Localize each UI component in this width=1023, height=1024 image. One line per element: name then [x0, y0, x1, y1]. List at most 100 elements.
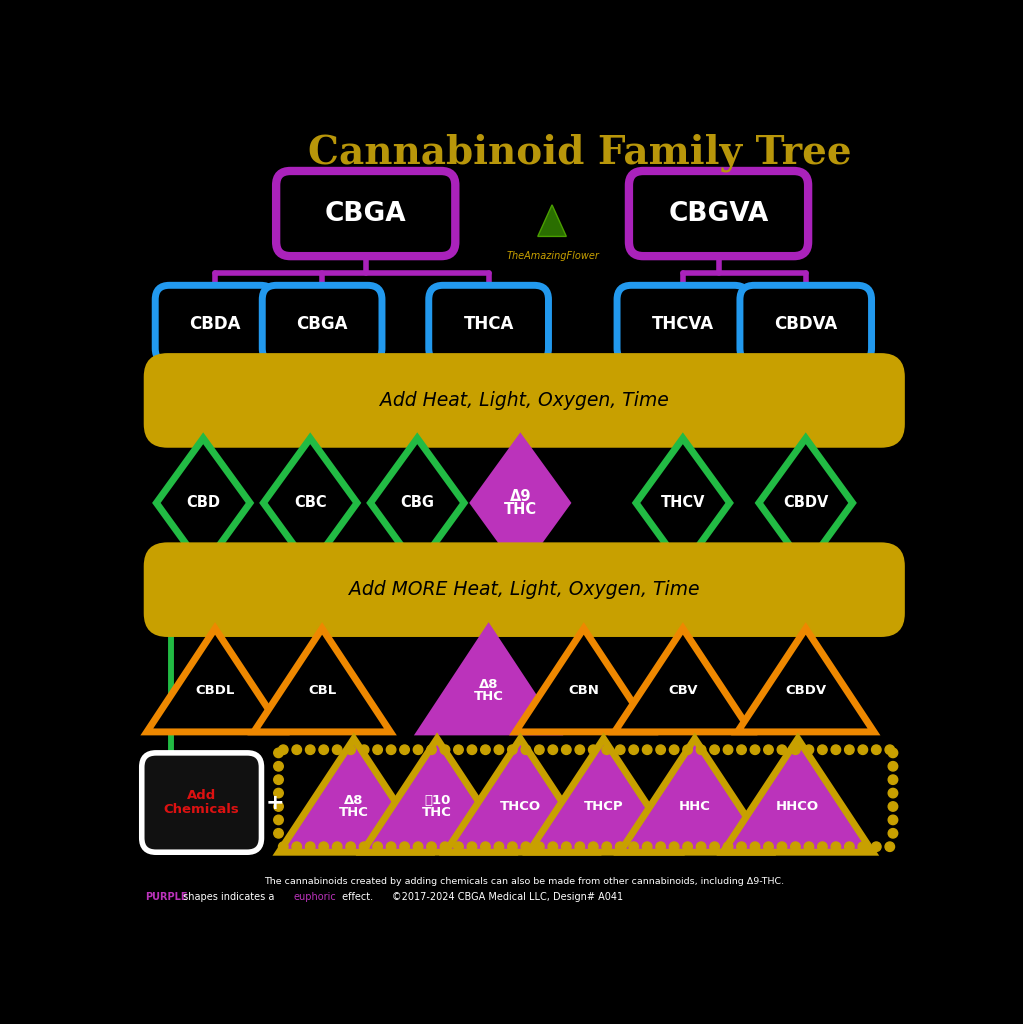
Circle shape [602, 745, 612, 755]
Circle shape [888, 828, 898, 838]
Circle shape [845, 842, 854, 851]
Circle shape [804, 842, 813, 851]
Circle shape [575, 842, 584, 851]
Circle shape [562, 745, 571, 755]
Circle shape [750, 745, 760, 755]
Text: CBDV: CBDV [783, 496, 829, 510]
Circle shape [274, 749, 283, 758]
Text: THCP: THCP [584, 800, 623, 813]
Circle shape [481, 842, 490, 851]
Polygon shape [615, 629, 751, 732]
Polygon shape [370, 438, 464, 567]
Polygon shape [529, 738, 678, 852]
Circle shape [372, 842, 383, 851]
Circle shape [507, 842, 518, 851]
Circle shape [737, 745, 747, 755]
Text: Cannabinoid Family Tree: Cannabinoid Family Tree [308, 133, 851, 172]
Circle shape [817, 842, 828, 851]
Circle shape [306, 842, 315, 851]
FancyBboxPatch shape [276, 171, 455, 256]
Text: Δ8
THC: Δ8 THC [339, 795, 368, 819]
Circle shape [697, 842, 706, 851]
Text: HHC: HHC [679, 800, 711, 813]
Circle shape [723, 745, 732, 755]
Circle shape [274, 775, 283, 784]
FancyBboxPatch shape [262, 286, 382, 362]
Circle shape [332, 745, 342, 755]
Circle shape [427, 842, 436, 851]
Circle shape [817, 745, 828, 755]
Polygon shape [445, 738, 595, 852]
Circle shape [274, 762, 283, 771]
Text: CBDV: CBDV [786, 684, 827, 697]
Circle shape [278, 745, 288, 755]
Polygon shape [254, 629, 391, 732]
Circle shape [872, 745, 881, 755]
Text: shapes indicates a: shapes indicates a [180, 892, 277, 902]
Circle shape [888, 802, 898, 811]
Circle shape [588, 745, 598, 755]
Text: euphoric: euphoric [294, 892, 337, 902]
Circle shape [831, 745, 841, 755]
Text: CBG: CBG [400, 496, 434, 510]
Text: effect.      ©2017-2024 CBGA Medical LLC, Design# A041: effect. ©2017-2024 CBGA Medical LLC, Des… [340, 892, 624, 902]
Circle shape [888, 762, 898, 771]
Circle shape [831, 842, 841, 851]
Circle shape [346, 842, 355, 851]
Circle shape [642, 842, 652, 851]
Text: CBDL: CBDL [195, 684, 234, 697]
Circle shape [468, 842, 477, 851]
Circle shape [656, 842, 665, 851]
Circle shape [791, 745, 800, 755]
Circle shape [413, 745, 422, 755]
Circle shape [575, 745, 584, 755]
FancyBboxPatch shape [617, 286, 749, 362]
Polygon shape [474, 438, 567, 567]
Circle shape [710, 842, 719, 851]
Circle shape [274, 828, 283, 838]
Polygon shape [723, 738, 873, 852]
Circle shape [669, 842, 679, 851]
Circle shape [400, 745, 409, 755]
Circle shape [274, 802, 283, 811]
Text: 㥈10
THC: 㥈10 THC [422, 795, 452, 819]
Circle shape [697, 745, 706, 755]
Circle shape [468, 745, 477, 755]
Circle shape [723, 842, 732, 851]
Circle shape [548, 842, 558, 851]
Circle shape [278, 842, 288, 851]
Circle shape [454, 745, 463, 755]
Text: CBDA: CBDA [189, 315, 240, 333]
Polygon shape [516, 629, 652, 732]
Text: CBGA: CBGA [325, 201, 406, 226]
Polygon shape [538, 205, 567, 237]
Text: CBN: CBN [569, 684, 599, 697]
FancyBboxPatch shape [143, 353, 905, 447]
Circle shape [888, 788, 898, 798]
Circle shape [629, 842, 638, 851]
Circle shape [332, 842, 342, 851]
Circle shape [306, 745, 315, 755]
Text: CBGVA: CBGVA [668, 201, 768, 226]
Circle shape [400, 842, 409, 851]
Text: Add MORE Heat, Light, Oxygen, Time: Add MORE Heat, Light, Oxygen, Time [349, 581, 700, 599]
Circle shape [791, 842, 800, 851]
Circle shape [507, 745, 518, 755]
Circle shape [616, 842, 625, 851]
Circle shape [764, 745, 773, 755]
Text: CBV: CBV [668, 684, 698, 697]
Text: PURPLE: PURPLE [145, 892, 188, 902]
Text: THCO: THCO [500, 800, 541, 813]
Circle shape [292, 745, 302, 755]
Text: THCA: THCA [463, 315, 514, 333]
Text: +: + [265, 793, 283, 813]
Circle shape [521, 842, 531, 851]
Circle shape [858, 842, 868, 851]
Circle shape [481, 745, 490, 755]
Circle shape [656, 745, 665, 755]
Circle shape [737, 842, 747, 851]
Circle shape [750, 842, 760, 851]
Circle shape [292, 842, 302, 851]
Text: CBC: CBC [294, 496, 326, 510]
Circle shape [642, 745, 652, 755]
